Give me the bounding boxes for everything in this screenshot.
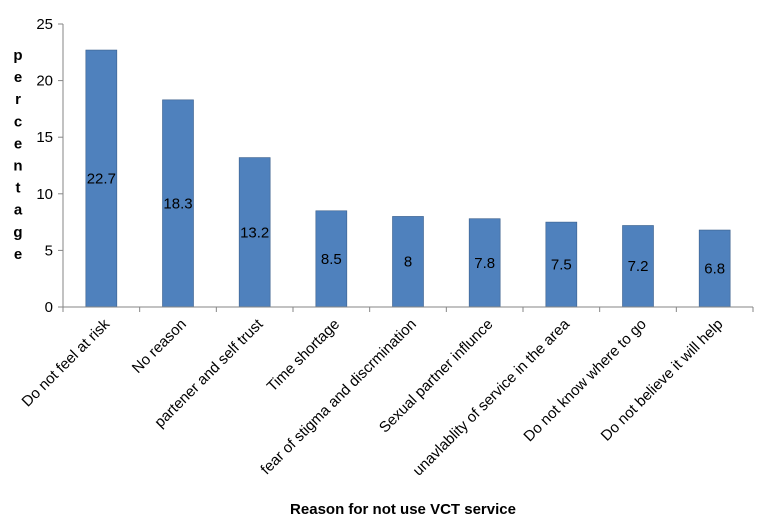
bar: [238, 157, 271, 308]
bar: [392, 216, 424, 308]
bar-value-label: 13.2: [240, 224, 269, 241]
bar-value-label: 6.8: [704, 261, 725, 278]
bar-value-label: 7.8: [474, 255, 495, 272]
x-category-label: Time shortage: [264, 316, 343, 395]
y-tick-label: 15: [36, 129, 53, 146]
y-tick-label: 10: [36, 186, 53, 203]
x-axis-title: Reason for not use VCT service: [290, 501, 516, 518]
y-axis-title-letter: e: [14, 246, 22, 263]
y-tick-label: 5: [45, 242, 53, 259]
bar: [162, 99, 194, 308]
bar-value-label: 8: [404, 254, 412, 271]
y-axis-title-letter: a: [14, 202, 23, 219]
bar-value-label: 7.2: [628, 258, 649, 275]
y-tick-label: 20: [36, 73, 53, 90]
y-axis-title-letter: p: [13, 47, 22, 64]
bar-value-label: 8.5: [321, 251, 342, 268]
y-axis-title-letter: c: [14, 113, 22, 130]
y-axis-title-letter: e: [14, 135, 22, 152]
x-category-label: Do not feel at risk: [19, 315, 114, 410]
y-tick-label: 25: [36, 16, 53, 33]
x-category-label: unavlablity of service in the area: [410, 315, 574, 479]
bar: [545, 221, 578, 308]
y-axis-title-letter: t: [16, 180, 21, 197]
bar: [622, 225, 654, 308]
bars-group: 22.7 18.3 13.2 8.5 8 7.8 7.5 7.2 6.8: [85, 49, 731, 308]
y-axis-title-letter: n: [13, 158, 22, 175]
bar-value-label: 7.5: [551, 257, 572, 274]
x-category-label: Do not believe it will help: [598, 316, 727, 445]
x-category-label: No reason: [129, 316, 190, 377]
bar: [315, 210, 348, 308]
bar-value-label: 18.3: [163, 195, 192, 212]
y-axis: 0 5 10 15 20 25: [36, 16, 64, 316]
y-tick-label: 0: [45, 299, 53, 316]
bar-value-label: 22.7: [87, 171, 116, 188]
y-axis-title-letter: r: [15, 91, 21, 108]
x-category-label: fear of stigma and discrmination: [257, 316, 419, 478]
y-axis-title-letter: g: [13, 224, 22, 241]
y-axis-title-letter: e: [14, 69, 22, 86]
bar: [468, 218, 501, 308]
x-category-label: Do not know where to go: [520, 316, 649, 445]
